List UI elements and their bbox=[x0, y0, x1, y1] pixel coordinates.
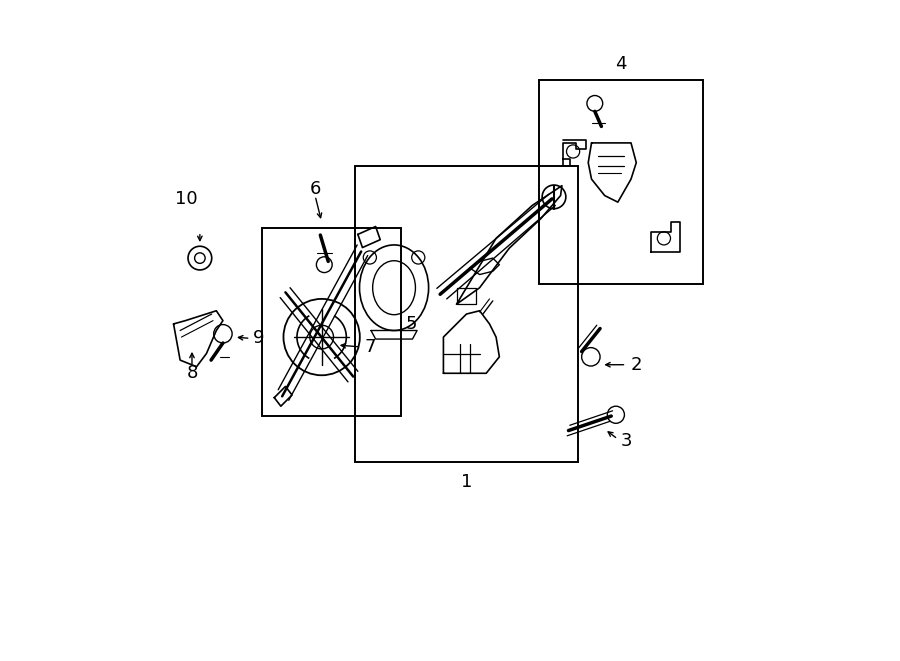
Text: 10: 10 bbox=[176, 190, 198, 208]
Text: 1: 1 bbox=[461, 473, 472, 491]
Text: 6: 6 bbox=[310, 180, 320, 198]
Text: 2: 2 bbox=[631, 356, 643, 373]
Text: 4: 4 bbox=[616, 55, 627, 73]
Text: 9: 9 bbox=[253, 329, 264, 348]
Text: 8: 8 bbox=[186, 364, 198, 382]
Bar bbox=[263, 229, 400, 416]
Text: 3: 3 bbox=[621, 432, 633, 450]
Bar bbox=[355, 166, 579, 462]
Bar bbox=[539, 81, 704, 284]
Text: 5: 5 bbox=[405, 315, 417, 333]
Text: 7: 7 bbox=[364, 338, 376, 356]
